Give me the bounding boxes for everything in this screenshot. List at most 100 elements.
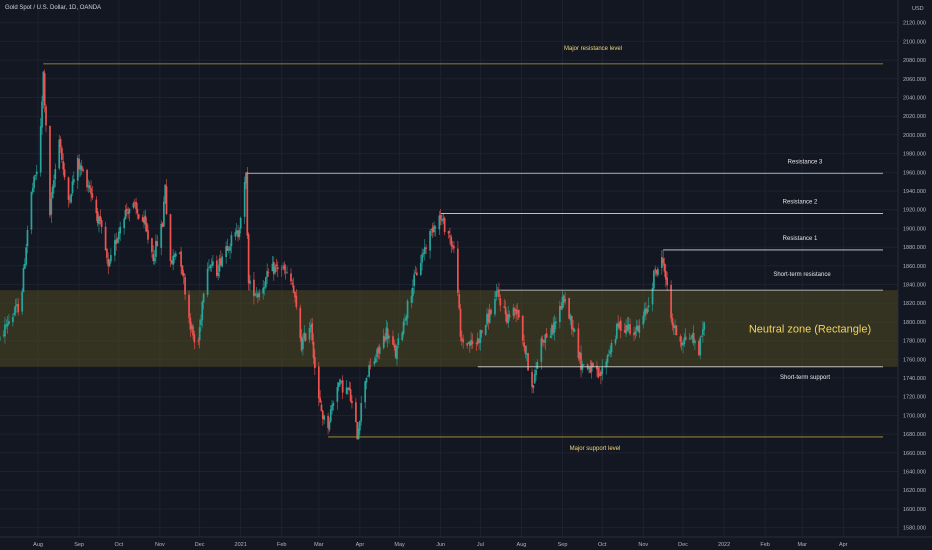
candle — [4, 317, 6, 344]
candle — [614, 335, 617, 346]
candle — [647, 296, 650, 313]
candle — [480, 330, 483, 338]
candle-body — [615, 324, 618, 339]
candle-body — [249, 280, 251, 284]
candle-body — [160, 223, 163, 248]
x-tick-label: Aug — [517, 542, 527, 548]
candle-body — [516, 310, 519, 314]
candle — [619, 317, 622, 339]
candle-body — [653, 270, 655, 289]
candle — [443, 216, 446, 236]
candle-body — [378, 346, 381, 354]
candle — [503, 298, 506, 309]
candle — [459, 304, 462, 342]
candle — [61, 145, 63, 163]
candle-body — [471, 341, 474, 344]
x-tick-label: Mar — [314, 542, 324, 548]
candle — [606, 353, 609, 367]
candle-body — [496, 290, 499, 293]
candle-body — [221, 256, 223, 267]
candle — [441, 214, 443, 226]
candle — [50, 192, 53, 223]
candle — [70, 193, 73, 204]
candle-body — [553, 321, 556, 333]
candle — [6, 315, 9, 334]
candle-body — [5, 325, 8, 327]
candle — [592, 361, 594, 367]
candle — [476, 332, 479, 347]
candle-body — [62, 161, 65, 170]
candle-body — [152, 253, 155, 262]
candle — [210, 258, 213, 272]
candle — [523, 334, 525, 352]
candle-body — [401, 332, 404, 341]
candle — [378, 343, 381, 360]
candle — [45, 104, 47, 133]
y-tick-label: 1580.000 — [903, 526, 926, 532]
candle-body — [461, 337, 463, 341]
candle-body — [508, 314, 511, 318]
candle — [447, 230, 450, 239]
candle-body — [107, 258, 110, 267]
y-tick-label: 1900.000 — [903, 226, 926, 232]
x-tick-label: Feb — [277, 542, 286, 548]
candle — [347, 387, 349, 395]
candle-body — [672, 324, 675, 328]
candle-body — [23, 263, 26, 269]
candle — [135, 197, 137, 215]
candle — [76, 154, 79, 189]
candle — [531, 368, 533, 394]
y-tick-label: 1620.000 — [903, 488, 926, 494]
candle-body — [262, 287, 265, 294]
candle — [374, 354, 377, 363]
candle — [108, 258, 111, 268]
candle-body — [651, 287, 654, 305]
candle-body — [499, 298, 502, 306]
candle-body — [54, 169, 57, 180]
candle — [525, 345, 528, 362]
candle-body — [294, 292, 296, 298]
candle — [317, 362, 320, 406]
candle — [67, 176, 70, 208]
candle — [702, 320, 704, 343]
candle-body — [4, 324, 6, 337]
level-label: Major resistance level — [564, 46, 622, 52]
candle — [292, 277, 295, 294]
candle — [405, 314, 408, 325]
candle-body — [246, 171, 249, 236]
candle-body — [360, 402, 363, 422]
candle-body — [691, 334, 694, 339]
candle-body — [348, 387, 351, 390]
candle-body — [119, 226, 122, 234]
candle — [516, 303, 519, 320]
levels: Major resistance level Resistance 3 Resist… — [43, 46, 883, 452]
candle — [332, 400, 335, 411]
candle — [580, 345, 582, 378]
candle-body — [310, 324, 312, 328]
candle-body — [596, 365, 598, 370]
candle-body — [182, 272, 185, 277]
candle — [682, 340, 684, 354]
candle-body — [694, 340, 696, 344]
candle — [663, 257, 666, 277]
candle — [200, 314, 202, 332]
candle — [572, 320, 574, 337]
candle — [597, 366, 600, 379]
candle-body — [239, 217, 242, 229]
candle — [675, 325, 678, 336]
candle-body — [525, 353, 528, 355]
candle-body — [226, 246, 229, 251]
candle-body — [63, 169, 66, 178]
candle — [33, 174, 35, 193]
candle — [664, 264, 667, 288]
candle-body — [227, 249, 230, 251]
candle — [96, 207, 99, 227]
candle-body — [476, 338, 479, 344]
candle — [282, 262, 284, 270]
candle — [545, 328, 548, 338]
y-tick-label: 2000.000 — [903, 133, 926, 139]
candle-body — [582, 364, 585, 366]
y-tick-label: 1720.000 — [903, 395, 926, 401]
candle-body — [161, 223, 164, 227]
